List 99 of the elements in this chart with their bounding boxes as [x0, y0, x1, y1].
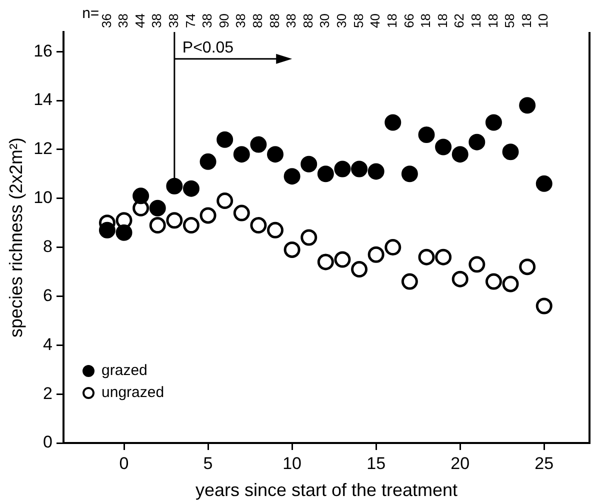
point: [149, 217, 166, 234]
point: [485, 273, 502, 290]
text: 18: [384, 14, 400, 28]
point: [384, 239, 402, 256]
point: [284, 241, 300, 258]
text: 36: [98, 14, 114, 28]
point: [334, 251, 351, 268]
point: [166, 212, 183, 229]
point: [317, 166, 334, 182]
text: 38: [284, 14, 299, 28]
text: 58: [502, 14, 518, 28]
point: [435, 138, 452, 156]
text: 10: [536, 14, 551, 28]
x-tick-label: 15: [366, 454, 386, 473]
point: [368, 246, 384, 263]
point: [250, 217, 267, 234]
y-tick-label: 12: [34, 139, 53, 158]
point: [233, 204, 250, 222]
text: 30: [334, 14, 350, 28]
point: [519, 258, 536, 276]
point: [502, 144, 519, 160]
point: [368, 163, 384, 180]
x-tick-label: 10: [282, 454, 302, 473]
point: [182, 217, 200, 234]
text: 38: [233, 14, 248, 28]
point: [200, 207, 216, 224]
text: 18: [485, 14, 500, 28]
y-tick-label: 14: [34, 90, 53, 110]
point: [452, 146, 468, 163]
point: [502, 276, 519, 292]
point: [182, 180, 200, 197]
point: [116, 224, 132, 241]
point: [384, 114, 402, 131]
point: [200, 153, 216, 170]
text: 90: [216, 14, 232, 28]
text: 66: [401, 14, 416, 28]
x-tick-label: 20: [450, 454, 470, 473]
point: [351, 261, 368, 278]
point: [98, 222, 116, 238]
point: [300, 156, 318, 172]
text: 88: [266, 14, 282, 28]
x-tick-label: 0: [119, 454, 129, 473]
point: [536, 175, 552, 192]
point: [132, 188, 150, 204]
text: 38: [116, 14, 131, 28]
text: 18: [418, 14, 434, 28]
x-axis-title: years since start of the treatment: [195, 480, 458, 500]
point: [418, 126, 435, 143]
point: [284, 168, 300, 185]
text: 44: [132, 14, 148, 28]
text: 18: [518, 14, 534, 28]
point: [468, 134, 486, 150]
y-tick-label: 10: [34, 188, 53, 208]
text: 88: [300, 14, 316, 28]
point: [435, 248, 452, 266]
point: [317, 254, 334, 270]
point: [233, 146, 250, 163]
point: [452, 270, 468, 288]
legend-label: ungrazed: [102, 384, 164, 402]
text: n=: [82, 5, 100, 22]
point: [267, 146, 284, 163]
text: 18: [434, 14, 450, 28]
point: [216, 192, 234, 210]
text: 88: [250, 14, 266, 28]
point: [267, 222, 284, 238]
text: 38: [200, 14, 215, 28]
point: [216, 131, 234, 148]
y-tick-label: 8: [43, 236, 53, 256]
y-tick-label: 4: [43, 334, 53, 354]
text: 40: [368, 14, 383, 28]
y-tick-label: 16: [34, 41, 53, 60]
point: [418, 248, 435, 266]
y-tick-label: 0: [43, 432, 53, 452]
point: [485, 114, 502, 131]
text: 38: [166, 14, 181, 28]
y-tick-label: 6: [43, 286, 53, 305]
point: [149, 200, 166, 216]
point: [351, 160, 368, 178]
point: [250, 136, 267, 153]
legend-label: grazed: [102, 362, 148, 380]
text: 18: [468, 14, 484, 28]
point: [334, 160, 351, 178]
point: [519, 97, 536, 114]
text: 62: [452, 14, 467, 28]
point: [468, 256, 486, 273]
x-tick-label: 25: [534, 454, 554, 473]
text: 58: [350, 14, 366, 28]
text: 74: [182, 14, 198, 28]
point: [401, 166, 418, 182]
text: 38: [149, 14, 164, 28]
x-tick-label: 5: [203, 454, 213, 473]
point: [536, 298, 552, 314]
y-axis-title: species richness (2x2m²): [6, 137, 26, 338]
point: [300, 229, 318, 246]
annotation: P<0.05: [182, 39, 234, 56]
point: [401, 273, 418, 290]
point: [166, 178, 183, 194]
y-tick-label: 2: [43, 384, 53, 403]
text: 30: [317, 14, 332, 28]
